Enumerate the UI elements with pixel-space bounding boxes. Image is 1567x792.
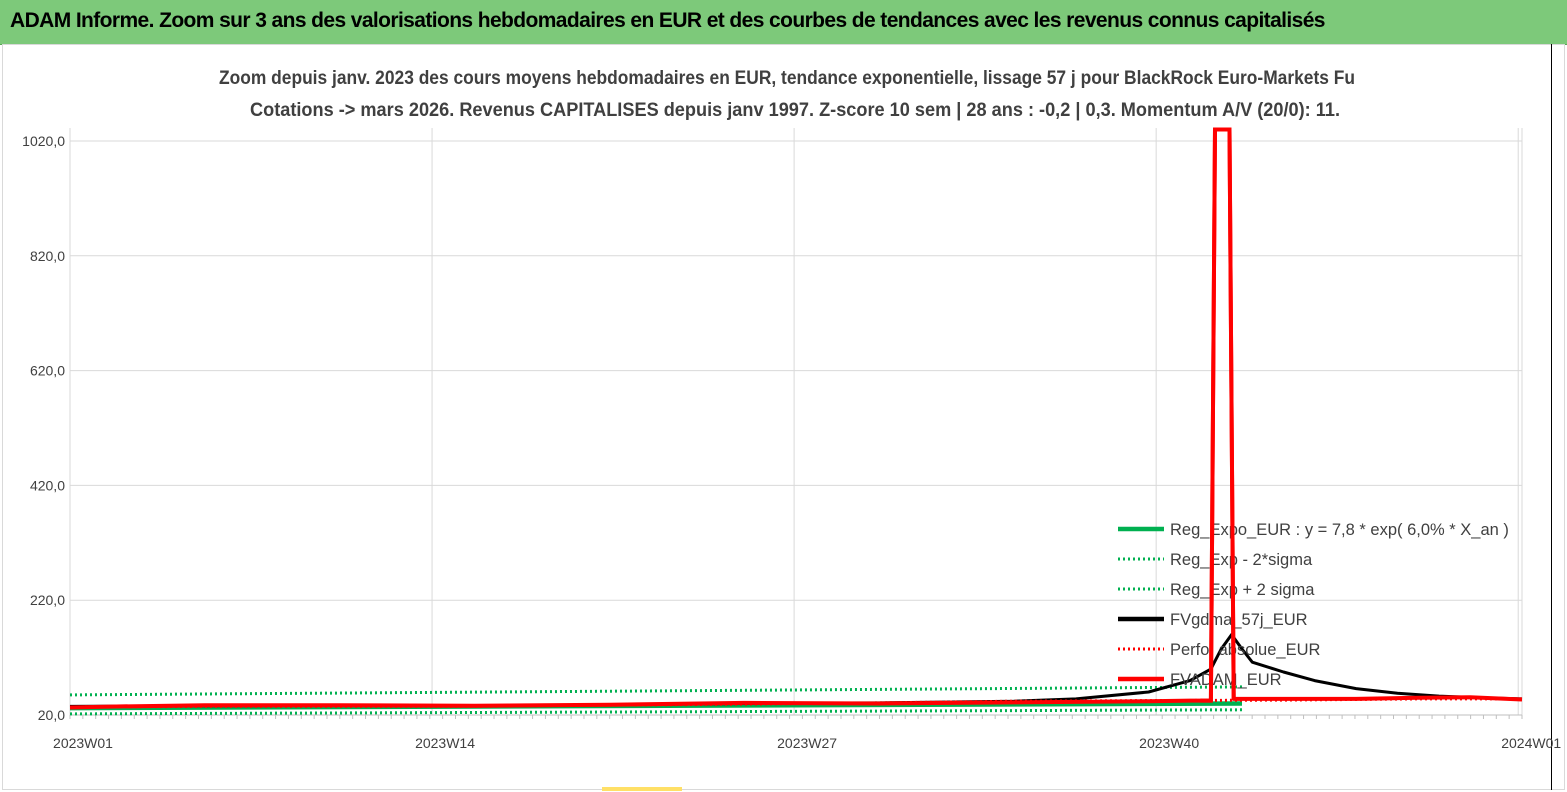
x-tick-label: 2023W27 [777,735,837,751]
y-tick-label: 620,0 [30,363,65,379]
report-title: ADAM Informe. Zoom sur 3 ans des valoris… [10,9,1325,32]
series-line-2 [69,685,1243,697]
chart-title: Zoom depuis janv. 2023 des cours moyens … [219,68,1355,89]
y-axis: 20,0 220,0 420,0 620,0 820,0 1020,0 [22,133,65,723]
x-axis: 2023W012023W142023W272023W402024W012024W… [53,714,1561,751]
chart-legend: Reg_Expo_EUR : y = 7,8 * exp( 6,0% * X_a… [1118,127,1509,703]
sheet-edge-divider [1551,44,1564,790]
series-line-1 [69,708,1243,716]
x-tick-label: 2023W40 [1139,735,1199,751]
y-tick-label: 20,0 [38,707,65,723]
y-tick-label: 420,0 [30,477,65,493]
y-tick-label: 820,0 [30,248,65,264]
y-tick-label: 1020,0 [22,133,65,149]
x-tick-label: 2023W14 [415,735,475,751]
chart-frame [2,44,1565,790]
x-tick-label: 2024W01 [1501,735,1561,751]
legend-label: FVgdma_57j_EUR [1170,611,1308,629]
chart-grid [69,128,1523,716]
legend-label: Reg_Expo_EUR : y = 7,8 * exp( 6,0% * X_a… [1170,521,1509,539]
x-tick-label: 2023W01 [53,735,113,751]
legend-label: Perfo. absolue_EUR [1170,641,1321,659]
legend-label: Reg_Exp - 2*sigma [1170,551,1313,569]
series-line-5 [69,127,1523,710]
legend-label: FVADAM_EUR [1170,671,1282,689]
sheet-tab-marker [602,787,682,791]
y-tick-label: 220,0 [30,592,65,608]
report-banner: ADAM Informe. Zoom sur 3 ans des valoris… [0,0,1567,45]
series-spike-overlay [1200,127,1236,703]
chart-subtitle: Cotations -> mars 2026. Revenus CAPITALI… [250,100,1340,121]
legend-label: Reg_Exp + 2 sigma [1170,581,1315,599]
